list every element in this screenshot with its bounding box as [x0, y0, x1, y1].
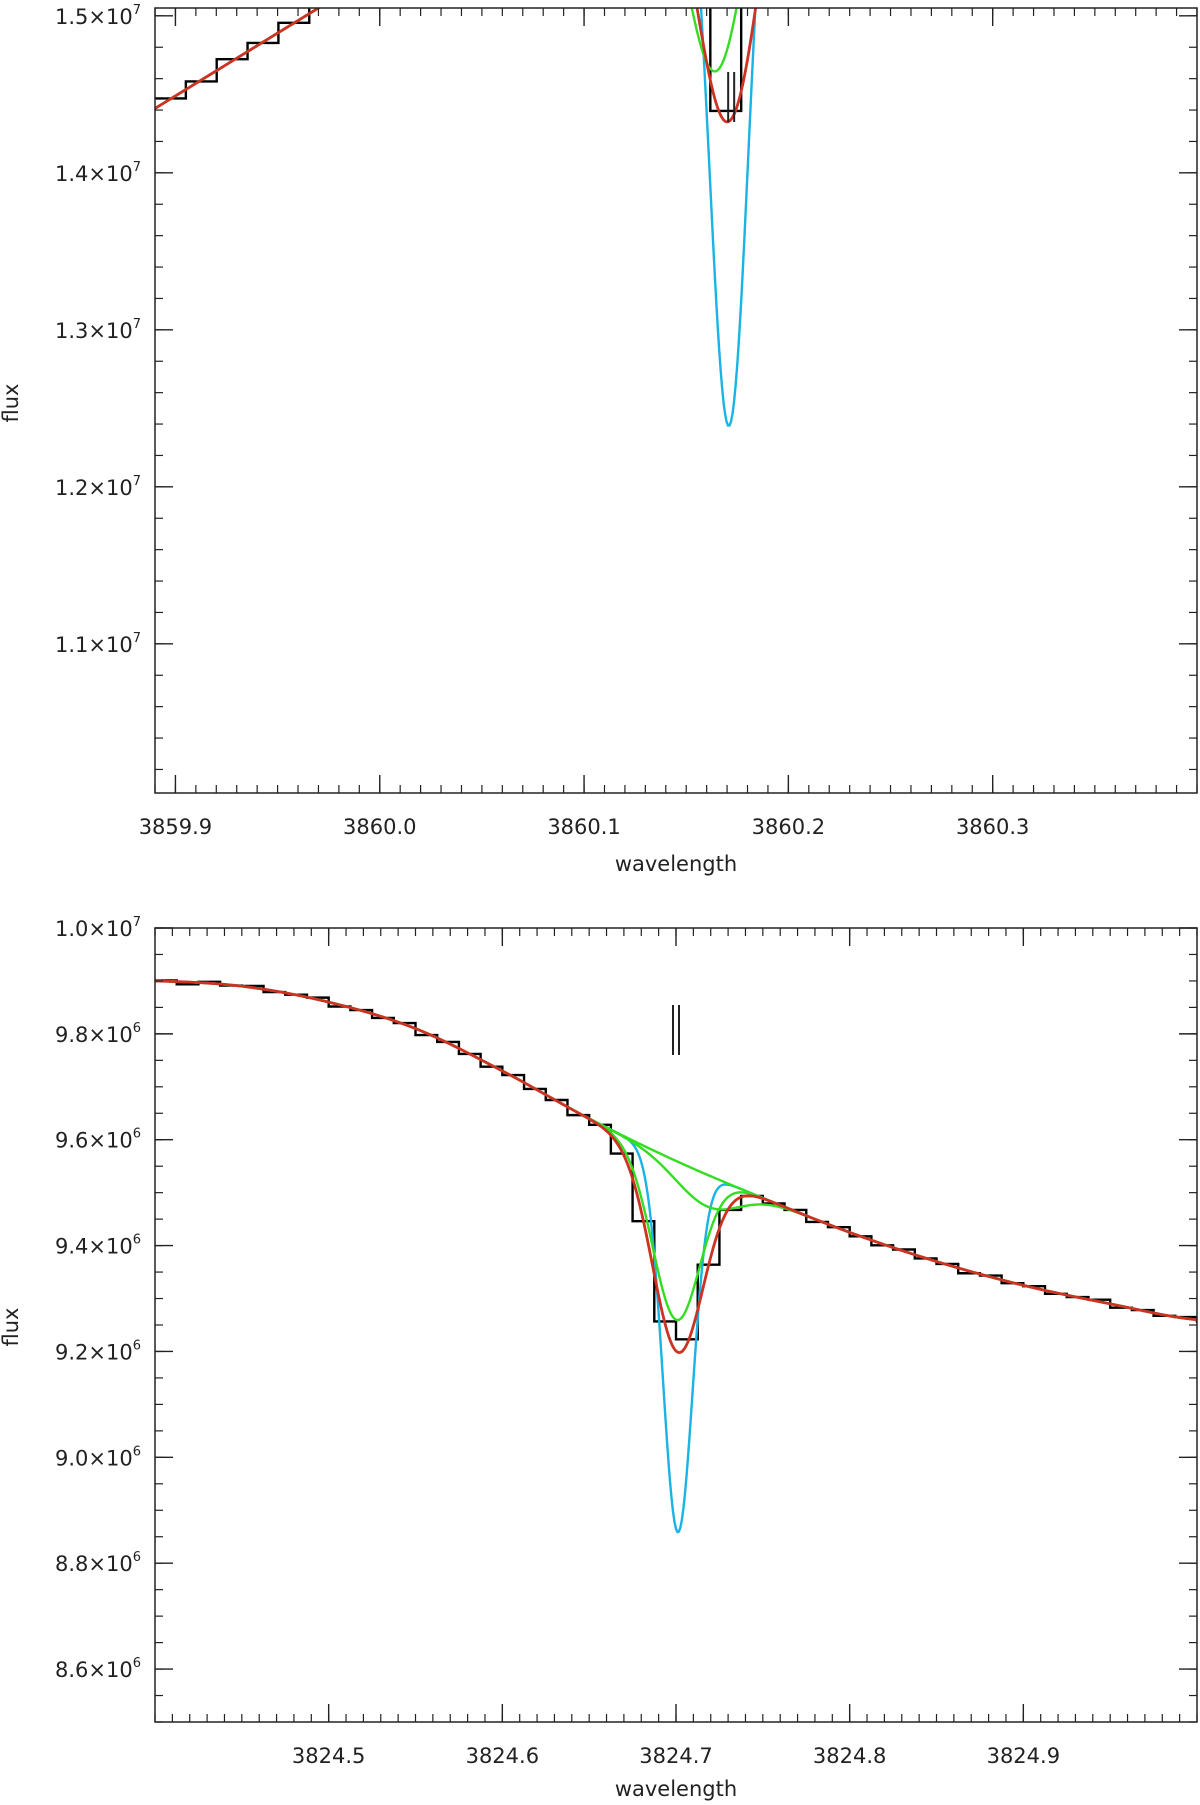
series-component-blue — [155, 979, 1197, 1534]
y-tick-label: 8.8×106 — [55, 1550, 141, 1576]
x-tick-label: 3860.0 — [343, 815, 416, 839]
x-tick-label: 3824.7 — [639, 1744, 712, 1768]
y-tick-label: 1.3×107 — [55, 317, 141, 343]
x-tick-label: 3860.3 — [956, 815, 1029, 839]
chart-panel-2: || 3824.5 3824.6 3824.7 3824.8 3824.9 1.0×107 9… — [0, 915, 1198, 1801]
series-continuum — [155, 8, 321, 110]
series-component-green-2 — [155, 8, 321, 110]
x-tick-label: 3824.5 — [292, 1744, 365, 1768]
y-tick-label: 1.5×107 — [55, 3, 141, 29]
y-axis-title: flux — [0, 384, 23, 423]
series-fit — [155, 979, 1197, 1355]
line-marker: || — [672, 1005, 680, 1055]
x-tick-label: 3860.2 — [752, 815, 825, 839]
y-tick-label: 9.2×106 — [55, 1338, 141, 1364]
series-component-blue — [155, 8, 757, 427]
y-tick-label: 1.2×107 — [55, 474, 141, 500]
series-component-green-1 — [155, 8, 738, 110]
plot-area — [155, 979, 1197, 1534]
x-tick-label: 3860.1 — [547, 815, 620, 839]
plot-area — [155, 8, 758, 427]
y-axis-title: flux — [0, 1308, 23, 1347]
series-data-histogram — [155, 8, 743, 113]
x-axis-title: wavelength — [615, 852, 737, 876]
y-tick-label: 9.0×106 — [55, 1444, 141, 1470]
y-tick-label: 9.4×106 — [55, 1233, 141, 1259]
plot-frame — [154, 7, 1198, 794]
y-tick-label: 8.6×106 — [55, 1656, 141, 1682]
line-marker: || — [727, 72, 736, 122]
x-tick-label: 3859.9 — [139, 815, 212, 839]
y-tick-label: 1.0×107 — [55, 915, 141, 941]
chart-panel-1: || 3859.9 3860.0 3860.1 3860.2 3860.3 1.5×107 1… — [0, 3, 1198, 876]
y-tick-label: 1.1×107 — [55, 631, 141, 657]
y-tick-label: 9.6×106 — [55, 1127, 141, 1153]
x-tick-label: 3824.6 — [466, 1744, 539, 1768]
y-tick-label: 9.8×106 — [55, 1021, 141, 1047]
y-tick-label: 1.4×107 — [55, 160, 141, 186]
x-tick-label: 3824.9 — [987, 1744, 1060, 1768]
series-fit — [155, 8, 758, 124]
x-tick-label: 3824.8 — [813, 1744, 886, 1768]
x-axis-title: wavelength — [615, 1777, 737, 1801]
